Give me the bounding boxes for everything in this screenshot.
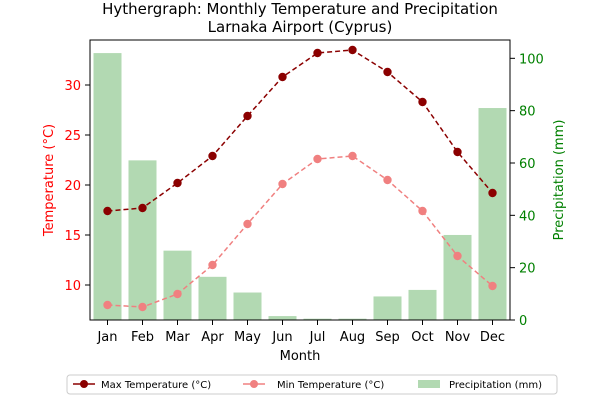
min-temp-point-dec: [488, 281, 497, 291]
precip-bar-may: [233, 292, 262, 320]
legend: Max Temperature (°C) Min Temperature (°C…: [66, 374, 558, 395]
x-tick-label-sep: Sep: [375, 330, 400, 345]
right-tick-label: 0: [519, 314, 527, 329]
max-temp-point-mar: [173, 178, 182, 188]
legend-max-label: Max Temperature (°C): [101, 380, 211, 391]
min-temp-point-feb: [138, 302, 147, 312]
max-temp-point-sep: [383, 67, 392, 77]
min-temp-point-aug: [348, 151, 357, 161]
right-tick-label: 100: [519, 52, 544, 67]
right-precipitation-axis: 0 20 40 60 80 100: [510, 52, 544, 329]
x-tick-label-jul: Jul: [309, 330, 326, 345]
max-temp-point-apr: [208, 151, 217, 161]
y-axis-right-label: Precipitation (mm): [552, 120, 567, 241]
max-temp-point-oct: [418, 97, 427, 107]
min-temp-point-jul: [313, 154, 322, 164]
min-temp-point-jan: [103, 300, 112, 310]
min-temp-point-oct: [418, 206, 427, 216]
left-tick-label: 15: [64, 229, 81, 244]
chart-title-line2: Larnaka Airport (Cyprus): [208, 18, 393, 36]
max-temp-point-dec: [488, 188, 497, 198]
x-tick-label-jun: Jun: [271, 330, 292, 345]
x-tick-label-apr: Apr: [201, 330, 224, 345]
precip-bar-mar: [163, 250, 192, 320]
right-tick-label: 40: [519, 209, 536, 224]
min-temp-point-mar: [173, 289, 182, 299]
x-tick-label-jan: Jan: [96, 330, 117, 345]
precip-bar-feb: [128, 160, 157, 320]
precip-bar-jul: [303, 318, 332, 320]
x-tick-label-aug: Aug: [340, 330, 365, 345]
legend-precipitation-swatch: [418, 380, 440, 388]
min-temp-point-jun: [278, 179, 287, 189]
x-tick-label-nov: Nov: [445, 330, 471, 345]
precip-bar-jun: [268, 316, 297, 320]
precipitation-bars: [93, 53, 507, 321]
x-tick-label-feb: Feb: [131, 330, 154, 345]
max-temp-point-may: [243, 111, 252, 121]
precip-bar-jan: [93, 53, 122, 321]
left-tick-label: 25: [64, 129, 81, 144]
temperature-lines: [103, 45, 497, 312]
min-temp-point-sep: [383, 175, 392, 185]
precip-bar-nov: [443, 234, 472, 320]
max-temp-point-feb: [138, 203, 147, 213]
precip-bar-apr: [198, 276, 227, 320]
precip-bar-sep: [373, 296, 402, 320]
max-temp-point-aug: [348, 45, 357, 55]
legend-max-marker: [80, 380, 88, 388]
precip-bar-aug: [338, 318, 367, 320]
left-tick-label: 30: [64, 79, 81, 94]
x-tick-label-oct: Oct: [411, 330, 433, 345]
legend-min-label: Min Temperature (°C): [277, 380, 384, 391]
max-temp-point-nov: [453, 147, 462, 157]
precip-bar-oct: [408, 289, 437, 320]
plot-area-frame: [89, 39, 511, 321]
x-axis-label: Month: [280, 349, 321, 364]
x-tick-label-may: May: [234, 330, 261, 345]
x-tick-label-mar: Mar: [165, 330, 190, 345]
max-temp-point-jun: [278, 72, 287, 82]
chart-title-line1: Hythergraph: Monthly Temperature and Pre…: [102, 0, 498, 18]
legend-min-marker: [250, 380, 258, 388]
max-temp-line: [107, 49, 494, 212]
min-temp-point-may: [243, 219, 252, 229]
x-tick-label-dec: Dec: [480, 330, 505, 345]
month-axis: Jan Feb Mar Apr May Jun Jul Aug Sep Oct Nov Dec: [96, 320, 505, 345]
y-axis-left-label: Temperature (°C): [42, 124, 57, 237]
min-temp-point-nov: [453, 251, 462, 261]
left-tick-label: 10: [64, 279, 81, 294]
left-tick-label: 20: [64, 179, 81, 194]
right-tick-label: 80: [519, 105, 536, 120]
max-temp-point-jan: [103, 206, 112, 216]
min-temp-point-apr: [208, 260, 217, 270]
right-tick-label: 20: [519, 262, 536, 277]
max-temp-point-jul: [313, 48, 322, 58]
legend-precipitation-label: Precipitation (mm): [449, 380, 542, 391]
left-temperature-axis: 10 15 20 25 30: [64, 79, 90, 294]
legend-frame: [66, 374, 558, 395]
min-temp-line: [107, 155, 493, 308]
right-tick-label: 60: [519, 157, 536, 172]
